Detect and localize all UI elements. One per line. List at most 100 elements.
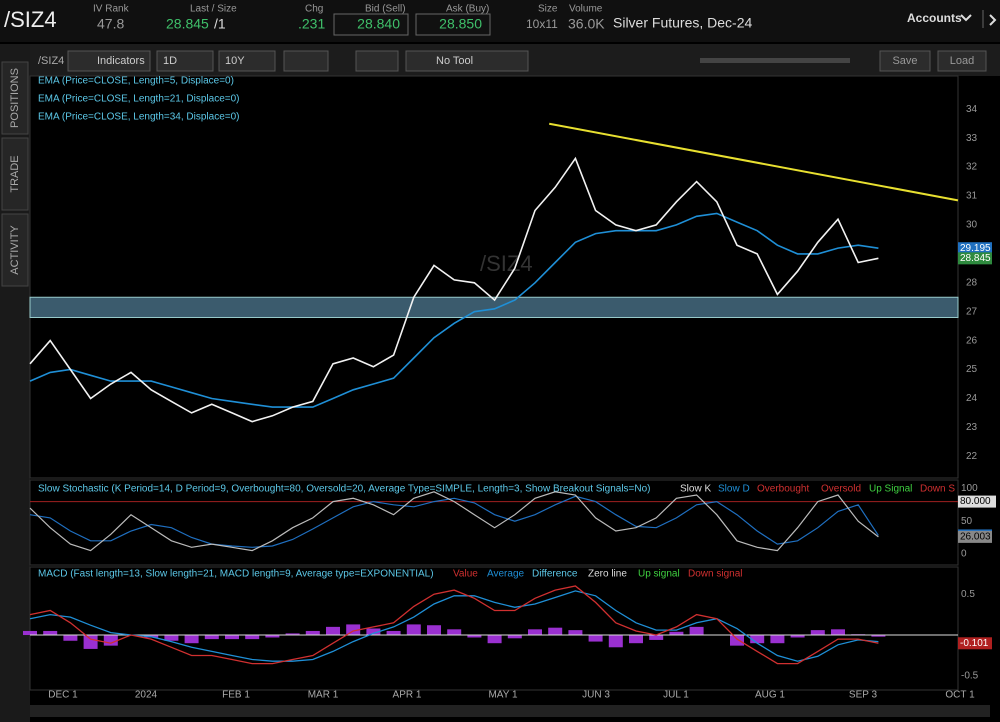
histogram-bar xyxy=(103,635,118,646)
aggregation-select[interactable] xyxy=(156,50,214,72)
label: Volume xyxy=(569,4,603,15)
series-line xyxy=(29,590,879,662)
y-tick-label: 50 xyxy=(961,516,973,527)
series-line xyxy=(29,156,879,423)
study-label: EMA (Price=CLOSE, Length=21, Displace=0) xyxy=(38,94,240,105)
tool-select[interactable] xyxy=(405,50,529,72)
y-tick-label: 34 xyxy=(966,104,978,115)
histogram-bar xyxy=(608,635,623,648)
load-button[interactable] xyxy=(937,50,987,72)
bid-ask-size: 10x11 xyxy=(526,17,558,31)
bid[interactable]: 28.840 xyxy=(357,16,400,32)
change: .231 xyxy=(298,16,325,32)
side-tab[interactable] xyxy=(1,213,29,287)
histogram-bar xyxy=(225,635,239,640)
x-tick-label: MAR 1 xyxy=(308,690,339,701)
histogram-bar xyxy=(386,630,401,636)
study-label: EMA (Price=CLOSE, Length=5, Displace=0) xyxy=(38,76,234,87)
symbol: /SIZ4 xyxy=(4,7,57,32)
x-tick-label: DEC 1 xyxy=(48,690,78,701)
y-tick-label: 26 xyxy=(966,335,978,346)
histogram-bar xyxy=(43,630,58,636)
bid-box[interactable] xyxy=(333,13,409,36)
histogram-bar xyxy=(204,635,219,640)
select-label[interactable]: 1D xyxy=(163,55,177,67)
chevron xyxy=(989,14,997,26)
legend-entry: Slow D xyxy=(718,484,750,495)
accounts-menu[interactable]: Accounts xyxy=(907,11,962,25)
series-line xyxy=(29,495,879,548)
side-tab-label[interactable]: ACTIVITY xyxy=(9,225,21,275)
pane xyxy=(29,479,959,566)
select-label[interactable]: 10Y xyxy=(225,55,245,67)
histogram-bar xyxy=(770,635,785,644)
tick-box xyxy=(958,495,996,508)
legend-entry: Down signal xyxy=(688,569,742,580)
y-tick-label: 28 xyxy=(966,277,978,288)
pane xyxy=(29,566,959,691)
pane xyxy=(29,75,959,479)
histogram-bar xyxy=(265,635,280,638)
ask-box[interactable] xyxy=(415,13,491,36)
last-value-label: 28.845 xyxy=(960,253,991,264)
series-line xyxy=(29,212,879,408)
x-tick-label: JUN 3 xyxy=(582,690,610,701)
y-tick-label: -0.5 xyxy=(961,671,979,682)
label: IV Rank xyxy=(93,4,130,15)
side-tab[interactable] xyxy=(1,61,29,135)
drawings-button[interactable] xyxy=(355,50,399,72)
side-tab-label[interactable]: POSITIONS xyxy=(9,68,21,128)
legend-entry: Up Signal xyxy=(869,484,912,495)
side-tab-label[interactable]: TRADE xyxy=(9,155,21,192)
histogram-bar xyxy=(467,635,482,638)
histogram-bar xyxy=(507,635,522,639)
save-button[interactable] xyxy=(879,50,931,72)
histogram-bar xyxy=(790,635,805,638)
legend-entry: Overbought xyxy=(757,484,809,495)
histogram-bar xyxy=(305,630,320,636)
x-tick-label: OCT 1 xyxy=(945,690,975,701)
scrollbar[interactable] xyxy=(30,705,990,717)
button-label[interactable]: Load xyxy=(950,55,974,67)
button-label[interactable]: Save xyxy=(892,55,917,67)
histogram-bar xyxy=(245,635,260,640)
side-tab[interactable] xyxy=(1,137,29,211)
last-value-box xyxy=(958,242,992,255)
legend-entry: Down S xyxy=(920,484,955,495)
zoom-slider[interactable] xyxy=(700,58,850,63)
study-label: MACD (Fast length=13, Slow length=21, MA… xyxy=(38,569,434,580)
histogram-bar xyxy=(406,624,421,636)
study-label: EMA (Price=CLOSE, Length=34, Displace=0) xyxy=(38,112,240,123)
histogram-bar xyxy=(447,629,462,636)
indicators-button[interactable] xyxy=(67,50,151,72)
button-label[interactable]: Indicators xyxy=(97,55,145,67)
legend-entry: Difference xyxy=(532,569,578,580)
last-value-label: 29.195 xyxy=(960,243,991,254)
period-select[interactable] xyxy=(218,50,276,72)
ask[interactable]: 28.850 xyxy=(439,16,482,32)
x-tick-label: 2024 xyxy=(135,690,158,701)
histogram-bar xyxy=(871,635,886,637)
x-tick-label: APR 1 xyxy=(393,690,422,701)
last-value-box xyxy=(958,637,992,650)
legend-entry: Average xyxy=(487,569,525,580)
header-bar xyxy=(0,0,1000,42)
y-tick-label: 31 xyxy=(966,191,978,202)
histogram-bar xyxy=(63,635,78,641)
histogram-bar xyxy=(649,635,664,640)
toolbar-symbol: /SIZ4 xyxy=(38,55,64,67)
histogram-bar xyxy=(427,625,441,636)
histogram-bar xyxy=(346,624,361,636)
histogram-bar xyxy=(568,630,583,636)
histogram-bar xyxy=(629,635,643,644)
label: Size xyxy=(538,4,558,15)
chevron xyxy=(960,14,972,22)
y-tick-label: 100 xyxy=(961,483,978,494)
histogram-bar xyxy=(83,635,98,649)
style-button[interactable] xyxy=(283,50,329,72)
histogram-bar xyxy=(588,635,603,642)
histogram-bar xyxy=(23,630,37,636)
select-label[interactable]: No Tool xyxy=(436,55,473,67)
